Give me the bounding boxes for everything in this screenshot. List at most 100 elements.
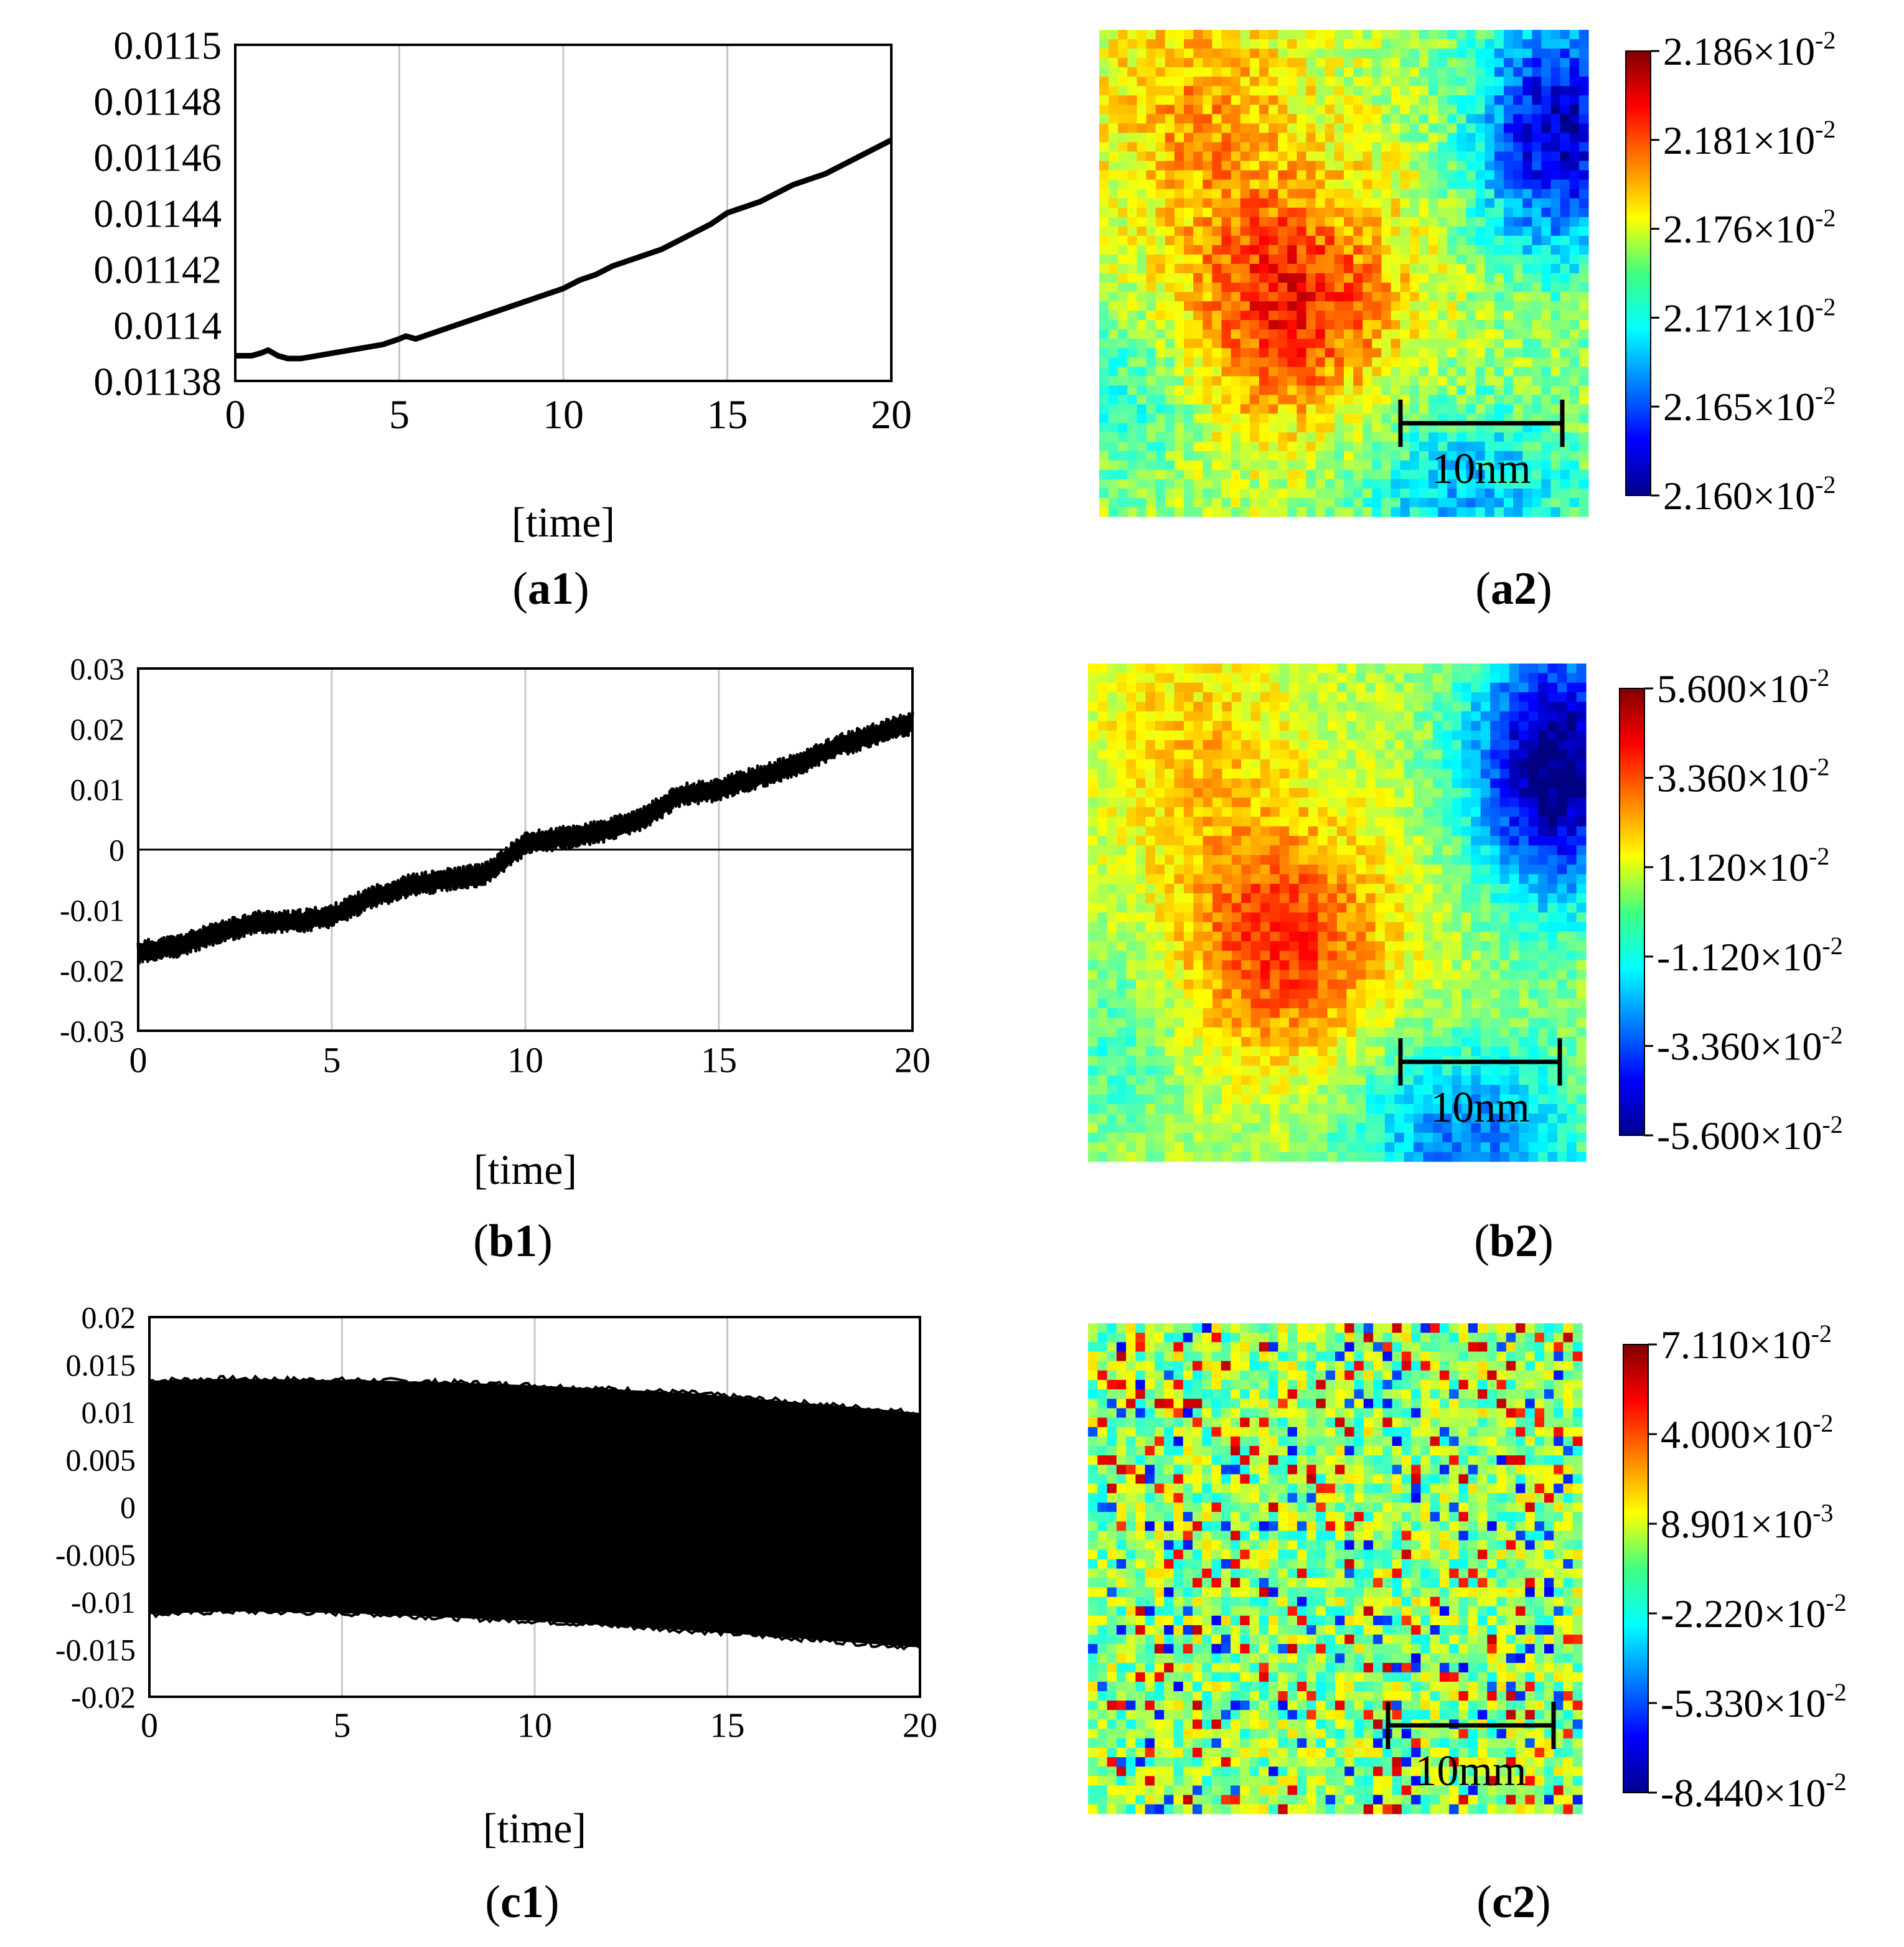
heatmap-cell <box>1494 292 1504 302</box>
heatmap-cell <box>1337 759 1347 769</box>
heatmap-cell <box>1560 339 1570 349</box>
heatmap-cell <box>1289 835 1300 846</box>
heatmap-cell <box>1269 105 1278 115</box>
heatmap-cell <box>1419 189 1429 199</box>
heatmap-cell <box>1400 263 1410 274</box>
heatmap-cell <box>1325 263 1335 274</box>
heatmap-cell <box>1475 39 1486 49</box>
heatmap-cell <box>1231 797 1242 808</box>
heatmap-cell <box>1315 170 1326 181</box>
heatmap-cell <box>1155 395 1166 405</box>
heatmap-cell <box>1240 451 1250 461</box>
heatmap-cell <box>1155 788 1165 798</box>
heatmap-cell <box>1260 1037 1270 1047</box>
heatmap-cell <box>1137 170 1147 181</box>
heatmap-cell <box>1318 998 1328 1009</box>
heatmap-cell <box>1513 432 1523 443</box>
heatmap-cell <box>1353 30 1363 40</box>
heatmap-cell <box>1499 1027 1510 1038</box>
heatmap-cell <box>1298 797 1309 808</box>
heatmap-cell <box>1404 950 1414 961</box>
heatmap-cell <box>1532 376 1542 387</box>
heatmap-cell <box>1381 423 1392 433</box>
heatmap-cell <box>1419 170 1429 181</box>
heatmap-cell <box>1109 339 1118 349</box>
heatmap-cell <box>1337 998 1347 1009</box>
heatmap-cell <box>1569 207 1580 218</box>
heatmap-cell <box>1318 1018 1328 1028</box>
heatmap-cell <box>1428 39 1438 49</box>
heatmap-cell <box>1362 161 1372 171</box>
heatmap-cell <box>1260 682 1270 693</box>
heatmap-cell <box>1269 404 1278 415</box>
heatmap-cell <box>1344 161 1354 171</box>
heatmap-cell <box>1550 329 1561 339</box>
heatmap-cell <box>1356 931 1366 942</box>
heatmap-cell <box>1231 788 1242 798</box>
heatmap-cell <box>1327 778 1338 789</box>
heatmap-cell <box>1270 682 1280 693</box>
heatmap-cell <box>1259 133 1269 143</box>
heatmap-cell <box>1287 469 1298 480</box>
heatmap-cell <box>1513 151 1523 162</box>
heatmap-cell <box>1451 989 1462 1000</box>
panel-label-a2: (a2) <box>1475 563 1552 614</box>
heatmap-cell <box>1231 189 1241 199</box>
heatmap-cell <box>1270 749 1280 760</box>
heatmap-cell <box>1174 170 1184 181</box>
heatmap-cell <box>1578 30 1589 40</box>
heatmap-cell <box>1270 778 1280 789</box>
heatmap-cell <box>1513 367 1523 377</box>
heatmap-cell <box>1557 835 1567 846</box>
heatmap-cell <box>1576 960 1587 970</box>
heatmap-cell <box>1532 329 1542 339</box>
heatmap-cell <box>1174 423 1184 433</box>
heatmap-cell <box>1099 497 1109 508</box>
heatmap-cell <box>1400 283 1410 293</box>
heatmap-cell <box>1490 826 1501 837</box>
heatmap-cell <box>1438 217 1448 227</box>
heatmap-cell <box>1384 721 1395 731</box>
heatmap-cell <box>1569 451 1580 461</box>
heatmap-cell <box>1569 67 1580 77</box>
heatmap-cell <box>1384 664 1395 673</box>
heatmap-cell <box>1381 413 1392 424</box>
heatmap-cell <box>1174 301 1184 311</box>
heatmap-cell <box>1127 58 1138 68</box>
heatmap-cell <box>1442 922 1453 932</box>
heatmap-cell <box>1475 170 1486 181</box>
heatmap-cell <box>1088 673 1098 683</box>
heatmap-cell <box>1174 385 1184 396</box>
heatmap-cell <box>1107 913 1117 922</box>
heatmap-cell <box>1513 385 1523 396</box>
heatmap-cell <box>1088 721 1098 731</box>
heatmap-cell <box>1356 769 1366 779</box>
heatmap-cell <box>1419 245 1429 255</box>
heatmap-cell <box>1461 711 1471 721</box>
heatmap-cell <box>1315 357 1326 367</box>
heatmap-cell <box>1390 395 1401 405</box>
heatmap-cell <box>1356 759 1366 769</box>
heatmap-cell <box>1567 769 1577 779</box>
heatmap-cell <box>1259 67 1269 77</box>
colorbar-times: ×10 <box>1753 29 1815 73</box>
heatmap-cell <box>1513 263 1523 274</box>
heatmap-cell <box>1522 142 1532 152</box>
heatmap-cell <box>1327 692 1338 703</box>
heatmap-cell <box>1325 507 1335 517</box>
heatmap-cell <box>1390 385 1401 396</box>
heatmap-cell <box>1532 320 1542 330</box>
heatmap-cell <box>1490 913 1501 922</box>
heatmap-cell <box>1240 301 1250 311</box>
heatmap-cell <box>1231 263 1241 274</box>
heatmap-cell <box>1503 161 1514 171</box>
heatmap-cell <box>1419 226 1429 237</box>
heatmap-cell <box>1414 807 1424 817</box>
heatmap-cell <box>1097 759 1108 769</box>
heatmap-cell <box>1146 507 1156 517</box>
heatmap-cell <box>1538 740 1549 751</box>
heatmap-cell <box>1528 711 1539 721</box>
heatmap-cell <box>1203 320 1212 330</box>
heatmap-cell <box>1088 1046 1098 1057</box>
heatmap-cell <box>1475 123 1486 134</box>
